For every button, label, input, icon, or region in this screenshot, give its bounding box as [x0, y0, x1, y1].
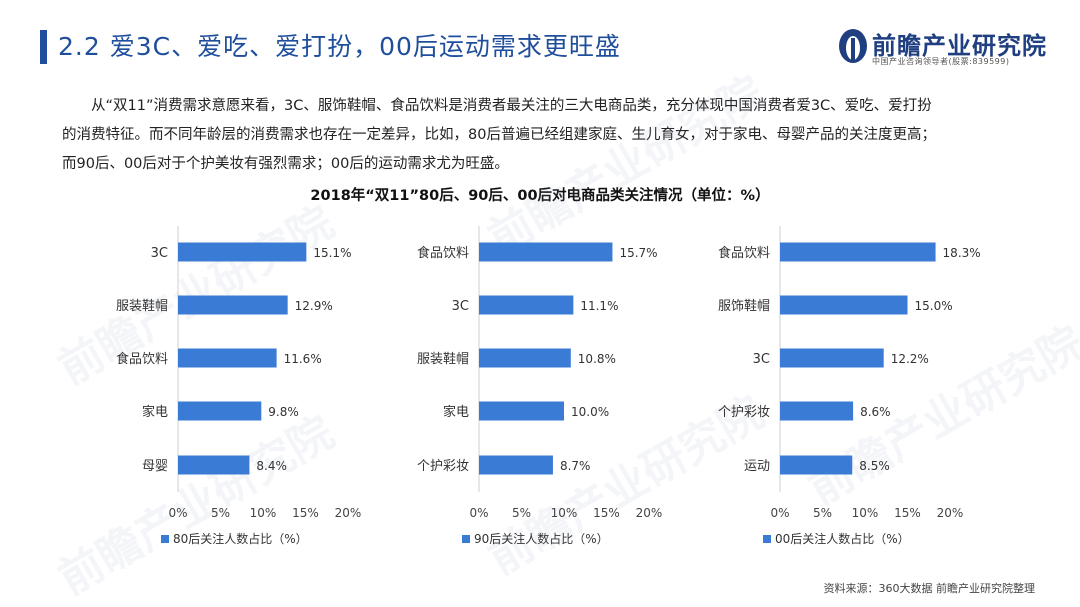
source-note: 资料来源：360大数据 前瞻产业研究院整理 — [823, 582, 1036, 595]
data-label: 8.7% — [560, 459, 591, 473]
x-tick-label: 20% — [335, 506, 362, 520]
logo-name: 前瞻产业研究院 — [872, 32, 1047, 60]
bar — [479, 455, 553, 475]
legend-swatch — [462, 535, 470, 543]
bar — [178, 401, 262, 421]
brand-logo: 前瞻产业研究院 中国产业咨询领导者(股票:839599) — [838, 26, 1048, 72]
category-label: 个护彩妆 — [417, 459, 469, 474]
data-label: 9.8% — [268, 405, 299, 419]
legend-swatch — [161, 535, 169, 543]
category-label: 家电 — [443, 404, 469, 420]
category-label: 食品饮料 — [116, 351, 168, 367]
data-label: 10.8% — [578, 352, 616, 366]
x-tick-label: 0% — [168, 506, 187, 520]
category-label: 食品饮料 — [718, 245, 770, 261]
x-tick-label: 5% — [512, 506, 531, 520]
x-tick-label: 15% — [894, 506, 921, 520]
data-label: 18.3% — [943, 246, 981, 260]
data-label: 15.0% — [915, 299, 953, 313]
legend-swatch — [763, 535, 771, 543]
legend-label: 90后关注人数占比（%） — [474, 531, 609, 546]
category-label: 运动 — [744, 459, 770, 474]
legend-label: 80后关注人数占比（%） — [173, 531, 308, 546]
bar — [479, 348, 571, 368]
chart-2: 食品饮料 15.7% 3C 11.1% 服装鞋帽 10.8% 家电 10.0% 个护彩妆 8.7%… — [417, 226, 662, 546]
logo-subtitle: 中国产业咨询领导者(股票:839599) — [872, 57, 1010, 66]
paragraph-line-3: 而90后、00后对于个护美妆有强烈需求；00后的运动需求尤为旺盛。 — [62, 156, 509, 172]
category-label: 3C — [753, 352, 770, 367]
x-tick-label: 10% — [551, 506, 578, 520]
x-tick-label: 5% — [813, 506, 832, 520]
bar — [479, 295, 574, 315]
category-label: 母婴 — [142, 459, 168, 474]
intro-paragraph: 从“双11”消费需求意愿来看，3C、服饰鞋帽、食品饮料是消费者最关注的三大电商品… — [62, 92, 1047, 179]
page-title: 2.2 爱3C、爱吃、爱打扮，00后运动需求更旺盛 — [58, 32, 621, 61]
x-tick-label: 10% — [250, 506, 277, 520]
data-label: 12.2% — [891, 352, 929, 366]
chart-1: 3C 15.1% 服装鞋帽 12.9% 食品饮料 11.6% 家电 9.8% 母婴 8.4% 0% 5… — [116, 226, 361, 546]
bar — [178, 455, 250, 475]
x-tick-label: 5% — [211, 506, 230, 520]
data-label: 11.6% — [284, 352, 322, 366]
data-label: 15.7% — [619, 246, 657, 260]
bar — [178, 242, 307, 262]
category-label: 3C — [151, 246, 168, 261]
paragraph-line-2: 的消费特征。而不同年龄层的消费需求也存在一定差异，比如，80后普遍已经组建家庭、… — [62, 127, 936, 143]
x-tick-label: 20% — [636, 506, 663, 520]
data-label: 10.0% — [571, 405, 609, 419]
data-label: 8.6% — [860, 405, 891, 419]
bar — [780, 455, 853, 475]
x-tick-label: 0% — [469, 506, 488, 520]
x-tick-label: 20% — [937, 506, 964, 520]
legend-label: 00后关注人数占比（%） — [775, 531, 910, 546]
x-tick-label: 10% — [852, 506, 879, 520]
category-label: 服装鞋帽 — [116, 298, 168, 314]
title-accent-bar — [40, 30, 47, 64]
category-label: 服装鞋帽 — [417, 351, 469, 367]
bar — [479, 242, 613, 262]
category-label: 3C — [452, 299, 469, 314]
bar — [178, 348, 277, 368]
chart-3: 食品饮料 18.3% 服饰鞋帽 15.0% 3C 12.2% 个护彩妆 8.6% 运动 8.5% 0… — [718, 226, 981, 546]
x-tick-label: 15% — [593, 506, 620, 520]
category-label: 食品饮料 — [417, 245, 469, 261]
bar — [178, 295, 288, 315]
bar — [780, 295, 908, 315]
data-label: 8.5% — [859, 459, 890, 473]
bar — [479, 401, 564, 421]
data-label: 8.4% — [256, 459, 287, 473]
bar — [780, 348, 884, 368]
category-label: 个护彩妆 — [718, 405, 770, 420]
paragraph-line-1: 从“双11”消费需求意愿来看，3C、服饰鞋帽、食品饮料是消费者最关注的三大电商品… — [91, 98, 932, 114]
data-label: 12.9% — [295, 299, 333, 313]
data-label: 15.1% — [313, 246, 351, 260]
category-label: 家电 — [142, 404, 168, 420]
x-tick-label: 15% — [292, 506, 319, 520]
bar — [780, 242, 936, 262]
x-tick-label: 0% — [770, 506, 789, 520]
bar — [780, 401, 854, 421]
category-label: 服饰鞋帽 — [718, 298, 770, 314]
logo-mark-icon — [839, 29, 867, 63]
chart-title: 2018年“双11”80后、90后、00后对电商品类关注情况（单位：%） — [310, 188, 770, 204]
data-label: 11.1% — [580, 299, 618, 313]
